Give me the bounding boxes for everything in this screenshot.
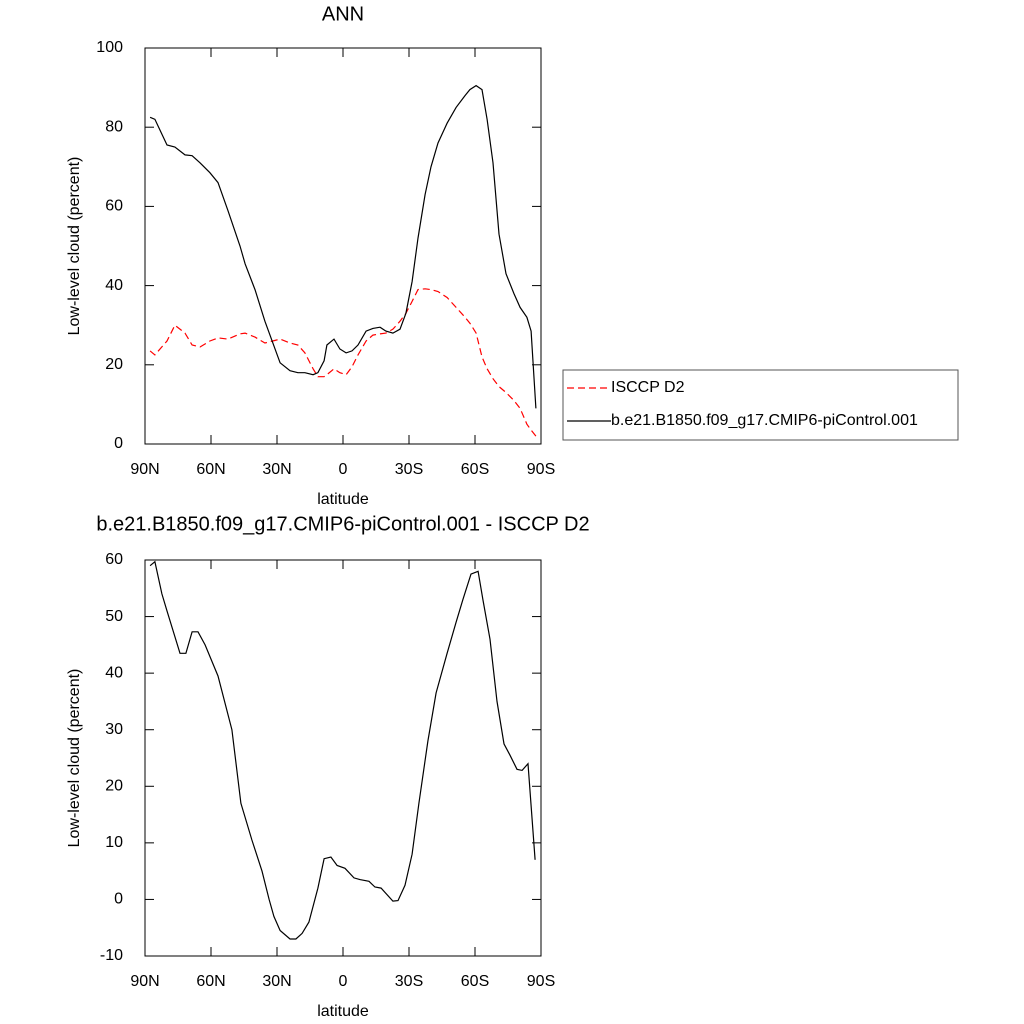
y-tick-label: 60 bbox=[105, 198, 123, 215]
chart-title: ANN bbox=[322, 3, 364, 25]
plot-frame bbox=[144, 559, 542, 957]
plot-frame bbox=[144, 47, 542, 445]
x-tick-label: 90S bbox=[527, 461, 555, 478]
x-tick-label: 0 bbox=[339, 973, 348, 990]
y-tick-label: -10 bbox=[100, 947, 123, 964]
series-line bbox=[149, 288, 537, 437]
x-tick-label: 30S bbox=[395, 973, 423, 990]
y-tick-label: 0 bbox=[114, 435, 123, 452]
y-tick-label: 30 bbox=[105, 721, 123, 738]
y-tick-label: 80 bbox=[105, 118, 123, 135]
y-tick-label: 40 bbox=[105, 277, 123, 294]
x-axis-label: latitude bbox=[317, 491, 369, 508]
x-tick-label: 60N bbox=[196, 461, 225, 478]
series-line bbox=[149, 560, 536, 940]
x-tick-label: 30S bbox=[395, 461, 423, 478]
legend-box bbox=[562, 369, 959, 441]
x-tick-label: 30N bbox=[262, 461, 291, 478]
series-line bbox=[149, 84, 537, 409]
x-tick-label: 60S bbox=[461, 461, 489, 478]
y-axis-label: Low-level cloud (percent) bbox=[66, 157, 83, 336]
x-tick-label: 30N bbox=[262, 973, 291, 990]
y-tick-label: 100 bbox=[96, 39, 123, 56]
y-tick-label: 50 bbox=[105, 608, 123, 625]
x-tick-label: 60S bbox=[461, 973, 489, 990]
chart-title: b.e21.B1850.f09_g17.CMIP6-piControl.001 … bbox=[96, 513, 589, 535]
legend-label: b.e21.B1850.f09_g17.CMIP6-piControl.001 bbox=[611, 412, 918, 429]
x-tick-label: 90S bbox=[527, 973, 555, 990]
x-tick-label: 60N bbox=[196, 973, 225, 990]
y-tick-label: 10 bbox=[105, 834, 123, 851]
y-tick-label: 40 bbox=[105, 664, 123, 681]
y-axis-label: Low-level cloud (percent) bbox=[66, 669, 83, 848]
y-tick-label: 20 bbox=[105, 356, 123, 373]
legend-label: ISCCP D2 bbox=[611, 379, 685, 396]
x-tick-label: 90N bbox=[130, 461, 159, 478]
x-axis-label: latitude bbox=[317, 1003, 369, 1020]
y-tick-label: 60 bbox=[105, 551, 123, 568]
x-tick-label: 0 bbox=[339, 461, 348, 478]
y-tick-label: 20 bbox=[105, 778, 123, 795]
x-tick-label: 90N bbox=[130, 973, 159, 990]
y-tick-label: 0 bbox=[114, 891, 123, 908]
